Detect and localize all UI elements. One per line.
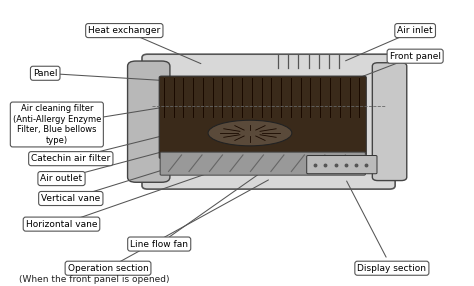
Text: Air outlet: Air outlet [40,174,82,183]
Text: Line flow fan: Line flow fan [130,240,188,249]
Text: (When the front panel is opened): (When the front panel is opened) [19,275,169,284]
Text: Air inlet: Air inlet [397,26,433,35]
Text: Catechin air filter: Catechin air filter [31,154,110,163]
FancyBboxPatch shape [373,63,407,180]
Text: Display section: Display section [357,264,427,273]
Ellipse shape [208,120,292,146]
Text: Operation section: Operation section [68,264,148,273]
FancyBboxPatch shape [159,76,366,159]
FancyBboxPatch shape [128,61,170,182]
Text: Front panel: Front panel [390,52,441,61]
FancyBboxPatch shape [160,152,365,175]
Text: Horizontal vane: Horizontal vane [26,220,97,229]
Text: Air cleaning filter
(Anti-Allergy Enzyme
Filter, Blue bellows
type): Air cleaning filter (Anti-Allergy Enzyme… [13,104,101,145]
Text: Heat exchanger: Heat exchanger [88,26,160,35]
Text: Panel: Panel [33,69,57,78]
Text: Vertical vane: Vertical vane [41,194,100,203]
FancyBboxPatch shape [307,156,377,174]
FancyBboxPatch shape [142,54,395,189]
